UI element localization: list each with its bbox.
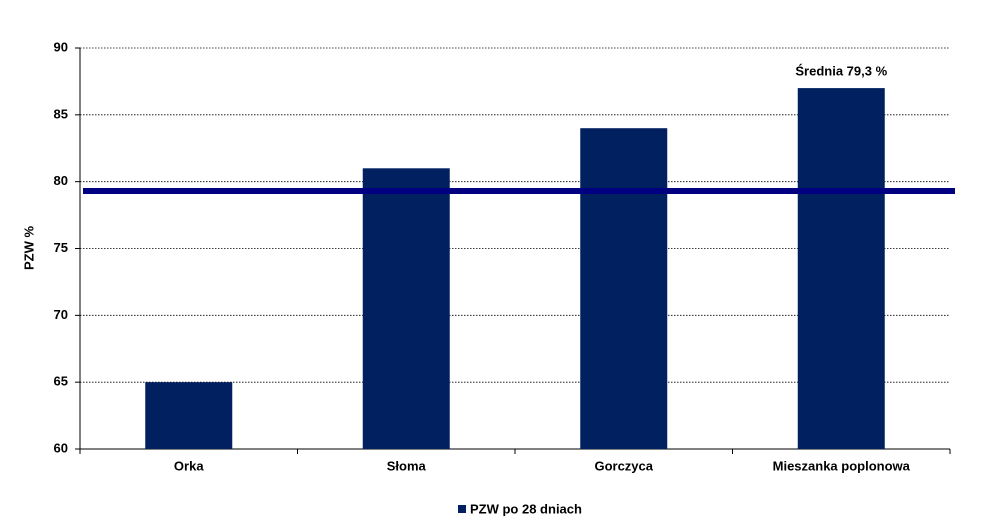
- x-tick-label: Orka: [174, 458, 204, 473]
- bar: [145, 382, 233, 449]
- y-axis-label: PZW %: [21, 226, 36, 270]
- reference-label: Średnia 79,3 %: [795, 63, 887, 78]
- legend-swatch: [458, 505, 466, 513]
- legend-label: PZW po 28 dniach: [470, 501, 582, 516]
- bar: [797, 88, 885, 449]
- bar: [362, 168, 450, 450]
- y-tick-label: 70: [54, 307, 68, 322]
- y-tick-label: 75: [54, 240, 68, 255]
- x-tick-label: Słoma: [387, 458, 427, 473]
- y-tick-label: 60: [54, 440, 68, 455]
- x-tick-label: Mieszanka poplonowa: [773, 458, 911, 473]
- y-tick-label: 90: [54, 39, 68, 54]
- y-tick-label: 80: [54, 173, 68, 188]
- y-tick-label: 85: [54, 106, 68, 121]
- bar: [580, 128, 668, 449]
- x-tick-label: Gorczyca: [594, 458, 653, 473]
- y-tick-label: 65: [54, 374, 68, 389]
